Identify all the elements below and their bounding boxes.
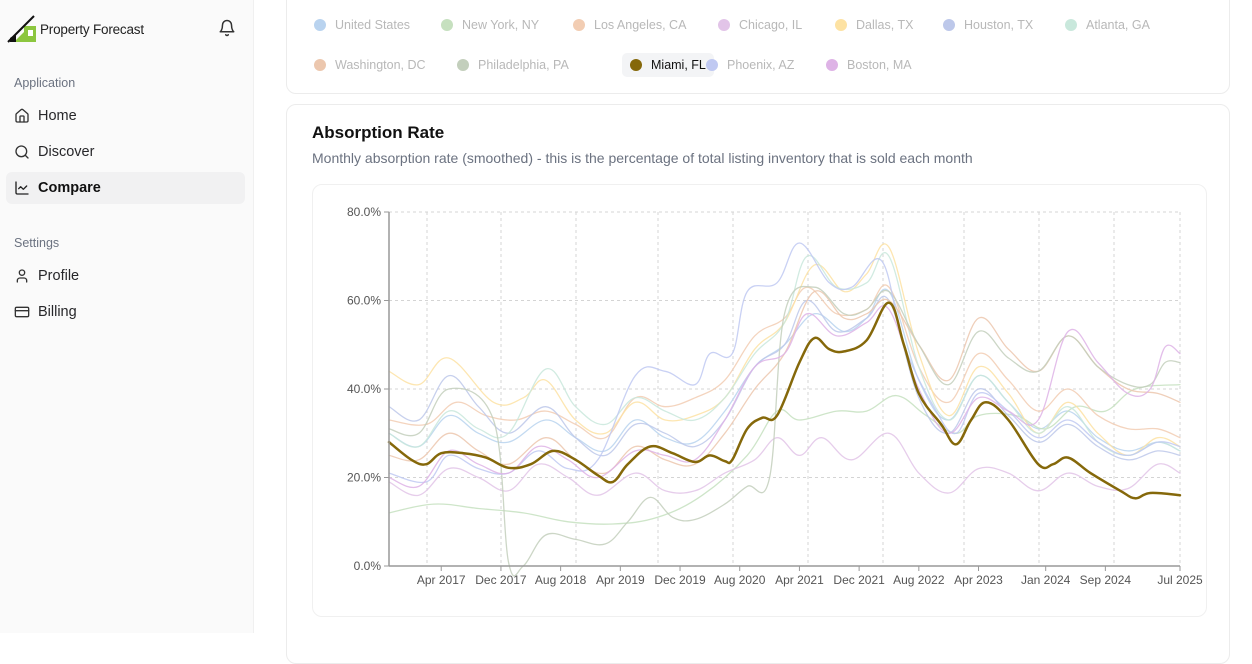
- legend-dot-icon: [706, 59, 718, 71]
- brand-name: Property Forecast: [40, 21, 144, 37]
- series-line-philadelphia-pa: [388, 285, 1181, 577]
- nav-item-label: Discover: [38, 144, 95, 160]
- x-tick-label: Aug 2022: [893, 573, 945, 587]
- series-line-miami-fl: [387, 301, 1182, 500]
- x-tick-label: Sep 2024: [1080, 573, 1132, 587]
- series-line-new-york-ny: [388, 383, 1181, 525]
- legend-label: Philadelphia, PA: [478, 58, 569, 72]
- y-tick-label: 40.0%: [347, 382, 381, 396]
- series-line-houston-tx: [388, 295, 1181, 461]
- credit-card-icon: [14, 306, 30, 318]
- legend-item[interactable]: Chicago, IL: [710, 13, 810, 37]
- series-line-boston-ma: [388, 305, 1181, 489]
- legend-dot-icon: [943, 19, 955, 31]
- legend-label: Miami, FL: [651, 58, 706, 72]
- legend-dot-icon: [573, 19, 585, 31]
- x-tick-label: Dec 2017: [475, 573, 527, 587]
- chart-line-icon: [15, 181, 29, 195]
- legend-label: New York, NY: [462, 18, 540, 32]
- legend: United States New York, NY Los Angeles, CA…: [286, 0, 1230, 94]
- legend-item[interactable]: Miami, FL: [622, 53, 714, 77]
- legend-label: Atlanta, GA: [1086, 18, 1150, 32]
- nav-item-label: Billing: [38, 304, 77, 320]
- legend-label: Dallas, TX: [856, 18, 914, 32]
- x-tick-label: Jan 2024: [1021, 573, 1071, 587]
- legend-dot-icon: [314, 59, 326, 71]
- legend-label: Los Angeles, CA: [594, 18, 687, 32]
- x-tick-label: Apr 2021: [775, 573, 824, 587]
- legend-dot-icon: [314, 19, 326, 31]
- nav-item-compare[interactable]: Compare: [6, 172, 245, 204]
- chart-title: Absorption Rate: [312, 123, 445, 142]
- plot-area: 0.0% 20.0% 40.0% 60.0% 80.0% Apr 2017 Dec 2017…: [312, 184, 1207, 617]
- series-line-atlanta-ga: [388, 252, 1181, 457]
- legend-item[interactable]: Philadelphia, PA: [449, 53, 577, 77]
- x-tick-label: Apr 2023: [954, 573, 1003, 587]
- y-tick-label: 80.0%: [347, 205, 381, 219]
- series-line-dallas-tx: [388, 243, 1181, 457]
- bell-icon[interactable]: [218, 19, 236, 37]
- legend-dot-icon: [718, 19, 730, 31]
- legend-item[interactable]: New York, NY: [433, 13, 547, 37]
- x-tick-label: Apr 2017: [417, 573, 466, 587]
- nav-item-label: Home: [38, 108, 77, 124]
- group-label-settings: Settings: [14, 236, 60, 250]
- chart-card: Absorption Rate Monthly absorption rate …: [286, 104, 1230, 664]
- legend-label: United States: [335, 18, 411, 32]
- search-icon: [15, 145, 29, 159]
- legend-label: Chicago, IL: [739, 18, 803, 32]
- brand[interactable]: Property Forecast: [6, 12, 144, 46]
- user-icon: [16, 269, 28, 283]
- home-icon: [15, 108, 29, 123]
- nav-item-profile[interactable]: Profile: [6, 260, 245, 292]
- nav-item-billing[interactable]: Billing: [6, 296, 245, 328]
- nav-item-home[interactable]: Home: [6, 100, 245, 132]
- legend-dot-icon: [835, 19, 847, 31]
- legend-label: Phoenix, AZ: [727, 58, 795, 72]
- chart-subtitle: Monthly absorption rate (smoothed) - thi…: [312, 150, 973, 166]
- legend-item[interactable]: Los Angeles, CA: [565, 13, 694, 37]
- legend-item[interactable]: Washington, DC: [306, 53, 434, 77]
- x-tick-label: Dec 2019: [654, 573, 706, 587]
- legend-dot-icon: [441, 19, 453, 31]
- legend-item[interactable]: Phoenix, AZ: [698, 53, 802, 77]
- line-chart: 0.0% 20.0% 40.0% 60.0% 80.0% Apr 2017 Dec 2017…: [347, 205, 1203, 587]
- legend-item[interactable]: Boston, MA: [818, 53, 920, 77]
- logo-icon: [7, 15, 36, 43]
- legend-label: Boston, MA: [847, 58, 912, 72]
- y-tick-label: 60.0%: [347, 294, 381, 308]
- legend-label: Houston, TX: [964, 18, 1034, 32]
- series-line-chicago-il: [388, 432, 1181, 497]
- legend-item[interactable]: Houston, TX: [935, 13, 1041, 37]
- legend-dot-icon: [1065, 19, 1077, 31]
- x-tick-label: Aug 2020: [714, 573, 766, 587]
- series-line-phoenix-az: [388, 242, 1181, 484]
- legend-dot-icon: [457, 59, 469, 71]
- nav-item-discover[interactable]: Discover: [6, 136, 245, 168]
- series-line-los-angeles-ca: [388, 284, 1181, 440]
- legend-dot-icon: [826, 59, 838, 71]
- legend-label: Washington, DC: [335, 58, 426, 72]
- nav-item-label: Compare: [38, 180, 101, 196]
- y-tick-label: 20.0%: [347, 471, 381, 485]
- sidebar: Property Forecast Application Home Disco…: [0, 0, 254, 633]
- legend-item[interactable]: Atlanta, GA: [1057, 13, 1158, 37]
- main-content: United States New York, NY Los Angeles, CA…: [254, 0, 1252, 664]
- x-tick-label: Aug 2018: [535, 573, 587, 587]
- x-tick-label: Dec 2021: [833, 573, 885, 587]
- x-tick-label: Apr 2019: [596, 573, 645, 587]
- x-tick-label: Jul 2025: [1157, 573, 1203, 587]
- legend-item[interactable]: United States: [306, 13, 418, 37]
- y-tick-label: 0.0%: [354, 559, 382, 573]
- nav-item-label: Profile: [38, 268, 80, 284]
- legend-item[interactable]: Dallas, TX: [827, 13, 921, 37]
- group-label-application: Application: [14, 76, 76, 90]
- legend-dot-icon: [630, 59, 642, 71]
